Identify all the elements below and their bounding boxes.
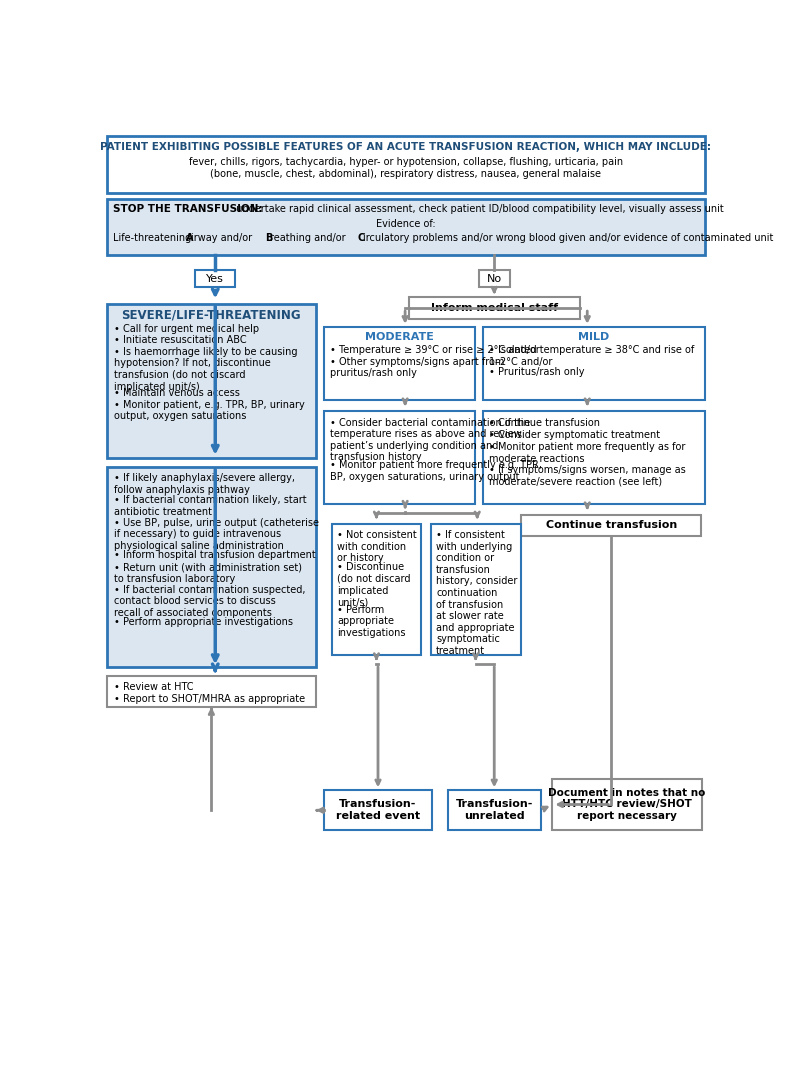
Text: • Use BP, pulse, urine output (catheterise
if necessary) to guide intravenous
ph: • Use BP, pulse, urine output (catheteri… — [114, 517, 318, 551]
Text: • Temperature ≥ 39°C or rise ≥ 2°C and/or: • Temperature ≥ 39°C or rise ≥ 2°C and/o… — [330, 346, 539, 355]
FancyBboxPatch shape — [324, 327, 475, 400]
FancyBboxPatch shape — [332, 524, 421, 655]
FancyBboxPatch shape — [447, 791, 541, 830]
Text: • Pruritus/rash only: • Pruritus/rash only — [489, 367, 584, 377]
Text: Inform medical staff: Inform medical staff — [431, 303, 558, 314]
FancyBboxPatch shape — [107, 676, 316, 707]
Text: reathing and/or: reathing and/or — [270, 233, 349, 243]
FancyBboxPatch shape — [409, 298, 580, 319]
Text: • Discontinue
(do not discard
implicated
unit/s): • Discontinue (do not discard implicated… — [337, 562, 410, 607]
Text: MODERATE: MODERATE — [365, 332, 434, 343]
Text: • If consistent
with underlying
condition or
transfusion
history, consider
conti: • If consistent with underlying conditio… — [436, 530, 517, 656]
FancyBboxPatch shape — [482, 327, 705, 400]
Text: Document in notes that no
HTT/HTC review/SHOT
report necessary: Document in notes that no HTT/HTC review… — [549, 787, 706, 822]
Text: irway and/or: irway and/or — [191, 233, 256, 243]
Text: • Other symptoms/signs apart from
pruritus/rash only: • Other symptoms/signs apart from prurit… — [330, 356, 505, 379]
Text: STOP THE TRANSFUSION:: STOP THE TRANSFUSION: — [113, 204, 263, 214]
Text: C: C — [358, 233, 365, 243]
Text: • Return unit (with administration set)
to transfusion laboratory: • Return unit (with administration set) … — [114, 562, 302, 584]
Text: • Monitor patient more frequently as for
moderate reactions: • Monitor patient more frequently as for… — [489, 442, 685, 464]
Text: • Monitor patient, e.g. TPR, BP, urinary
output, oxygen saturations: • Monitor patient, e.g. TPR, BP, urinary… — [114, 400, 304, 421]
FancyBboxPatch shape — [107, 467, 316, 667]
Text: Transfusion-
related event: Transfusion- related event — [336, 799, 420, 822]
Text: Life-threatening: Life-threatening — [113, 233, 194, 243]
Text: • If symptoms/signs worsen, manage as
moderate/severe reaction (see left): • If symptoms/signs worsen, manage as mo… — [489, 464, 686, 487]
FancyBboxPatch shape — [107, 136, 705, 193]
Text: • Initiate resuscitation ABC: • Initiate resuscitation ABC — [114, 335, 246, 345]
Text: fever, chills, rigors, tachycardia, hyper- or hypotension, collapse, flushing, u: fever, chills, rigors, tachycardia, hype… — [188, 157, 623, 179]
Text: MILD: MILD — [578, 332, 610, 343]
Text: A: A — [186, 233, 193, 243]
FancyBboxPatch shape — [482, 412, 705, 504]
Text: • Maintain venous access: • Maintain venous access — [114, 388, 240, 398]
FancyBboxPatch shape — [478, 271, 510, 287]
FancyBboxPatch shape — [107, 304, 316, 458]
Text: • Not consistent
with condition
or history: • Not consistent with condition or histo… — [337, 530, 417, 563]
FancyBboxPatch shape — [431, 524, 520, 655]
Text: • Inform hospital transfusion department: • Inform hospital transfusion department — [114, 550, 315, 560]
FancyBboxPatch shape — [324, 791, 432, 830]
FancyBboxPatch shape — [324, 412, 475, 504]
Text: Evidence of:: Evidence of: — [376, 219, 436, 229]
Text: SEVERE/LIFE-THREATENING: SEVERE/LIFE-THREATENING — [121, 309, 301, 322]
Text: • Perform appropriate investigations: • Perform appropriate investigations — [114, 617, 293, 627]
Text: • Consider bacterial contamination if the
temperature rises as above and review
: • Consider bacterial contamination if th… — [330, 417, 530, 462]
Text: • Consider symptomatic treatment: • Consider symptomatic treatment — [489, 430, 660, 440]
FancyBboxPatch shape — [195, 271, 235, 287]
Text: • If bacterial contamination suspected,
contact blood services to discuss
recall: • If bacterial contamination suspected, … — [114, 585, 305, 618]
Text: undertake rapid clinical assessment, check patient ID/blood compatibility level,: undertake rapid clinical assessment, che… — [233, 204, 724, 214]
Text: Yes: Yes — [206, 274, 224, 284]
Text: • Perform
appropriate
investigations: • Perform appropriate investigations — [337, 605, 406, 638]
FancyBboxPatch shape — [552, 779, 702, 830]
Text: PATIENT EXHIBITING POSSIBLE FEATURES OF AN ACUTE TRANSFUSION REACTION, WHICH MAY: PATIENT EXHIBITING POSSIBLE FEATURES OF … — [101, 142, 711, 152]
Text: • If bacterial contamination likely, start
antibiotic treatment: • If bacterial contamination likely, sta… — [114, 495, 307, 516]
Text: Transfusion-
unrelated: Transfusion- unrelated — [455, 799, 533, 822]
Text: • Review at HTC: • Review at HTC — [114, 683, 193, 692]
Text: • Is haemorrhage likely to be causing
hypotension? If not, discontinue
transfusi: • Is haemorrhage likely to be causing hy… — [114, 347, 297, 392]
FancyBboxPatch shape — [521, 514, 701, 536]
Text: irculatory problems and/or wrong blood given and/or evidence of contaminated uni: irculatory problems and/or wrong blood g… — [364, 233, 774, 243]
Text: Continue transfusion: Continue transfusion — [546, 521, 677, 530]
Text: • Isolated temperature ≥ 38°C and rise of
1–2°C and/or: • Isolated temperature ≥ 38°C and rise o… — [489, 346, 694, 367]
Text: • Report to SHOT/MHRA as appropriate: • Report to SHOT/MHRA as appropriate — [114, 694, 305, 704]
Text: • Monitor patient more frequently e.g. TPR,
BP, oxygen saturations, urinary outp: • Monitor patient more frequently e.g. T… — [330, 460, 542, 481]
Text: • Call for urgent medical help: • Call for urgent medical help — [114, 323, 259, 334]
Text: No: No — [487, 274, 502, 284]
Text: • If likely anaphylaxis/severe allergy,
follow anaphylaxis pathway: • If likely anaphylaxis/severe allergy, … — [114, 473, 295, 495]
Text: B: B — [265, 233, 272, 243]
FancyBboxPatch shape — [107, 198, 705, 255]
Text: • Continue transfusion: • Continue transfusion — [489, 417, 600, 428]
